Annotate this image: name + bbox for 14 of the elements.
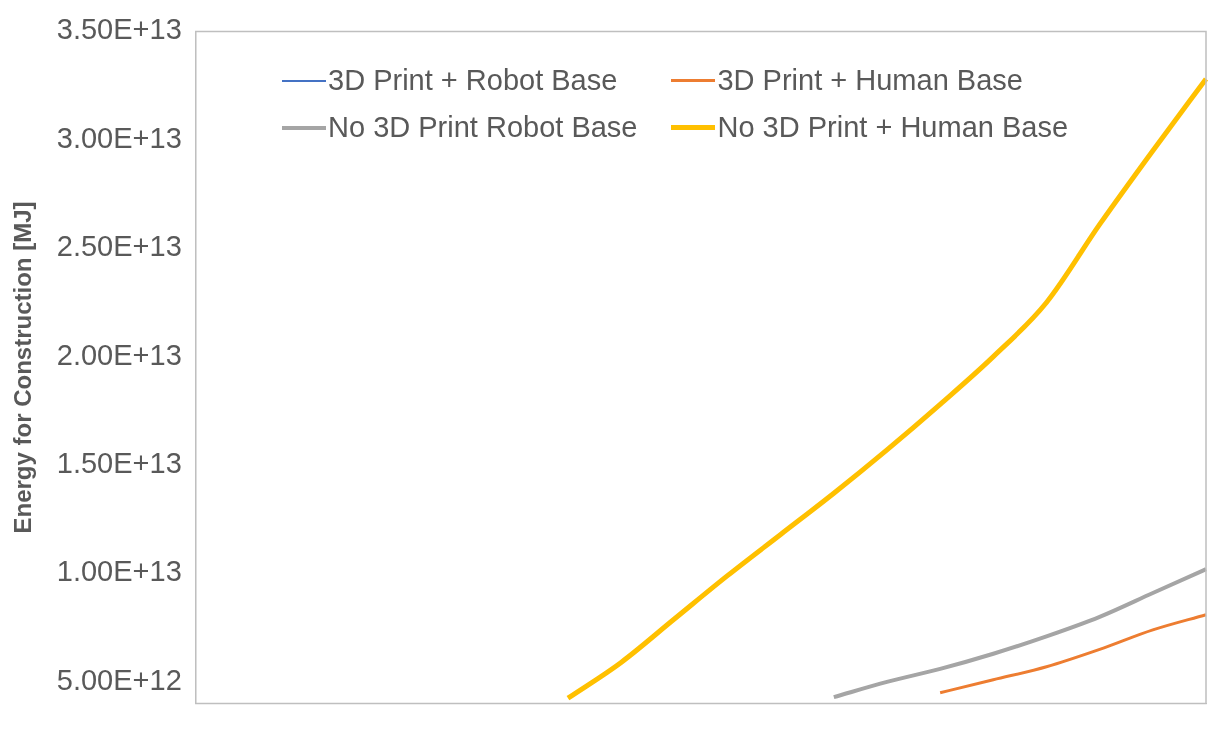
- legend-label: 3D Print + Robot Base: [328, 64, 618, 97]
- legend-label: No 3D Print Robot Base: [328, 111, 638, 144]
- y-tick-label: 1.00E+13: [56, 555, 182, 588]
- y-tick-label: 3.00E+13: [56, 121, 182, 154]
- y-tick-label: 2.50E+13: [56, 230, 182, 263]
- legend-label: No 3D Print + Human Base: [717, 111, 1069, 144]
- line-series: [938, 613, 1208, 695]
- y-tick-label: 5.00E+12: [56, 663, 182, 696]
- line-series: [831, 567, 1208, 700]
- y-tick-label: 1.50E+13: [56, 447, 182, 480]
- y-tick-label: 2.00E+13: [56, 338, 182, 371]
- legend-label: 3D Print + Human Base: [717, 64, 1023, 97]
- y-tick-label: 3.50E+13: [56, 13, 182, 46]
- y-axis-title: Energy for Construction [MJ]: [9, 201, 37, 534]
